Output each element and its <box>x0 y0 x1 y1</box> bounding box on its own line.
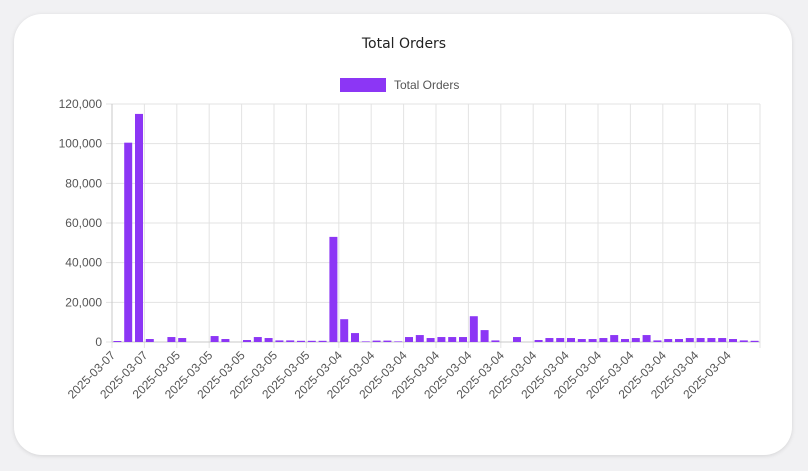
y-tick-label: 0 <box>95 335 102 349</box>
y-tick-label: 100,000 <box>59 137 103 151</box>
bar <box>696 338 705 342</box>
bar <box>480 330 489 342</box>
bar <box>113 341 122 342</box>
bar <box>275 340 284 342</box>
bar <box>653 340 662 342</box>
bar <box>340 319 349 342</box>
bar <box>286 340 295 342</box>
legend[interactable]: Total Orders <box>340 78 459 92</box>
y-tick-label: 80,000 <box>65 176 102 190</box>
bar <box>415 335 424 342</box>
bar <box>718 338 727 342</box>
bar <box>513 337 521 342</box>
bar <box>135 113 143 343</box>
bar <box>610 335 619 342</box>
bar <box>642 335 651 342</box>
bar <box>491 340 500 342</box>
legend-swatch <box>340 78 386 92</box>
legend-label: Total Orders <box>394 78 460 92</box>
bar <box>567 338 575 342</box>
bar <box>178 338 187 342</box>
y-tick-label: 20,000 <box>65 295 102 309</box>
bar <box>318 340 327 342</box>
bar <box>426 338 435 342</box>
bar <box>577 339 586 342</box>
bar <box>124 142 133 342</box>
bar <box>145 339 154 342</box>
bar <box>383 340 392 342</box>
bar <box>253 337 262 342</box>
bar <box>221 339 230 342</box>
bar <box>545 338 554 342</box>
bar <box>556 338 565 342</box>
bar <box>243 340 251 342</box>
bar <box>588 339 597 342</box>
bar <box>210 336 219 342</box>
bar <box>707 338 716 342</box>
bar <box>394 341 403 342</box>
bar <box>448 337 457 342</box>
bar <box>437 337 446 342</box>
chart-title: Total Orders <box>361 36 447 52</box>
bar <box>675 339 683 342</box>
bar <box>405 337 413 342</box>
bar <box>599 338 608 342</box>
bar <box>631 338 640 342</box>
bar <box>621 339 629 342</box>
bar <box>167 337 176 342</box>
y-tick-label: 120,000 <box>59 97 103 111</box>
bar <box>307 340 316 342</box>
bar <box>264 338 273 342</box>
bar <box>297 340 305 342</box>
y-tick-label: 60,000 <box>65 216 102 230</box>
bar <box>729 339 737 342</box>
bar <box>459 337 467 342</box>
bar <box>351 333 359 342</box>
bar <box>361 341 370 342</box>
bar <box>750 340 759 342</box>
bar <box>329 236 338 342</box>
bar <box>534 340 543 342</box>
bar <box>664 339 673 342</box>
bar <box>685 338 694 342</box>
y-tick-label: 40,000 <box>65 256 102 270</box>
bar <box>739 340 748 342</box>
bar <box>469 316 478 342</box>
bar <box>372 340 381 342</box>
